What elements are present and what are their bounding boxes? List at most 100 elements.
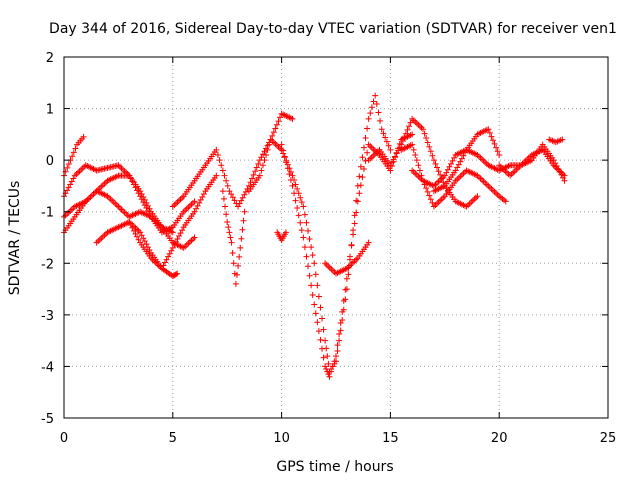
- data-point: [309, 252, 316, 259]
- x-tick-label: 0: [60, 431, 68, 446]
- data-point: [337, 319, 344, 326]
- data-point: [120, 207, 127, 214]
- data-point: [409, 131, 416, 138]
- data-point: [235, 262, 242, 269]
- data-point: [65, 184, 72, 191]
- data-point: [469, 197, 476, 204]
- data-point: [413, 120, 420, 127]
- data-point: [322, 260, 329, 267]
- x-tick-label: 15: [382, 431, 399, 446]
- data-point: [183, 205, 190, 212]
- data-point: [69, 153, 76, 160]
- data-point: [360, 144, 367, 151]
- data-point: [308, 244, 315, 251]
- data-point: [70, 175, 77, 182]
- data-point: [432, 160, 439, 167]
- data-point: [348, 261, 355, 268]
- data-point: [98, 235, 105, 242]
- data-point: [336, 337, 343, 344]
- data-point: [435, 178, 442, 185]
- data-point: [88, 192, 95, 199]
- data-point: [410, 146, 417, 153]
- series-track-10: [278, 131, 416, 380]
- data-point: [252, 168, 259, 175]
- data-point: [343, 286, 350, 293]
- data-point: [216, 157, 223, 164]
- data-point: [317, 336, 324, 343]
- data-point: [255, 160, 262, 167]
- series-track-1: [61, 133, 87, 179]
- data-point: [350, 259, 357, 266]
- data-point: [482, 179, 489, 186]
- data-point: [272, 125, 279, 132]
- data-point: [486, 184, 493, 191]
- data-point: [458, 171, 465, 178]
- data-point: [263, 151, 270, 158]
- data-point: [99, 233, 106, 240]
- data-point: [325, 360, 332, 367]
- data-point: [218, 162, 225, 169]
- data-point: [314, 319, 321, 326]
- data-point: [561, 172, 568, 179]
- data-point: [87, 193, 94, 200]
- data-point: [236, 253, 243, 260]
- data-point: [368, 154, 375, 161]
- data-point: [485, 182, 492, 189]
- data-point: [401, 134, 408, 141]
- data-point: [298, 227, 305, 234]
- data-points: [61, 92, 568, 380]
- data-point: [398, 141, 405, 148]
- data-point: [323, 261, 330, 268]
- data-point: [188, 237, 195, 244]
- data-point: [416, 167, 423, 174]
- data-point: [561, 177, 568, 184]
- data-point: [258, 167, 265, 174]
- data-point: [224, 219, 231, 226]
- data-point: [193, 205, 200, 212]
- data-point: [172, 200, 179, 207]
- data-point: [277, 114, 284, 121]
- data-point: [191, 234, 198, 241]
- data-point: [328, 368, 335, 375]
- data-point: [289, 172, 296, 179]
- data-point: [472, 194, 479, 201]
- x-tick-label: 10: [273, 431, 290, 446]
- data-point: [340, 297, 347, 304]
- data-point: [325, 263, 332, 270]
- data-point: [474, 193, 481, 200]
- data-point: [441, 172, 448, 179]
- data-point: [502, 198, 509, 205]
- data-point: [339, 317, 346, 324]
- data-point: [409, 141, 416, 148]
- data-point: [221, 172, 228, 179]
- data-point: [480, 178, 487, 185]
- data-point: [315, 293, 322, 300]
- data-point: [336, 331, 343, 338]
- data-point: [406, 123, 413, 130]
- data-point: [392, 153, 399, 160]
- data-point: [449, 157, 456, 164]
- data-point: [239, 194, 246, 201]
- data-point: [367, 110, 374, 117]
- data-point: [482, 159, 489, 166]
- data-point: [488, 185, 495, 192]
- data-point: [228, 191, 235, 198]
- data-point: [134, 226, 141, 233]
- data-point: [71, 172, 78, 179]
- data-point: [507, 172, 514, 179]
- data-point: [270, 129, 277, 136]
- data-point: [312, 310, 319, 317]
- data-point: [259, 151, 266, 158]
- data-point: [78, 166, 85, 173]
- y-tick-label: 2: [46, 51, 54, 66]
- data-point: [402, 130, 409, 137]
- data-point: [269, 132, 276, 139]
- y-axis-label: SDTVAR / TECUs: [7, 181, 23, 296]
- data-point: [496, 162, 503, 169]
- data-point: [177, 230, 184, 237]
- data-point: [418, 124, 425, 131]
- data-point: [223, 177, 230, 184]
- data-point: [423, 135, 430, 142]
- data-point: [365, 141, 372, 148]
- data-point: [137, 229, 144, 236]
